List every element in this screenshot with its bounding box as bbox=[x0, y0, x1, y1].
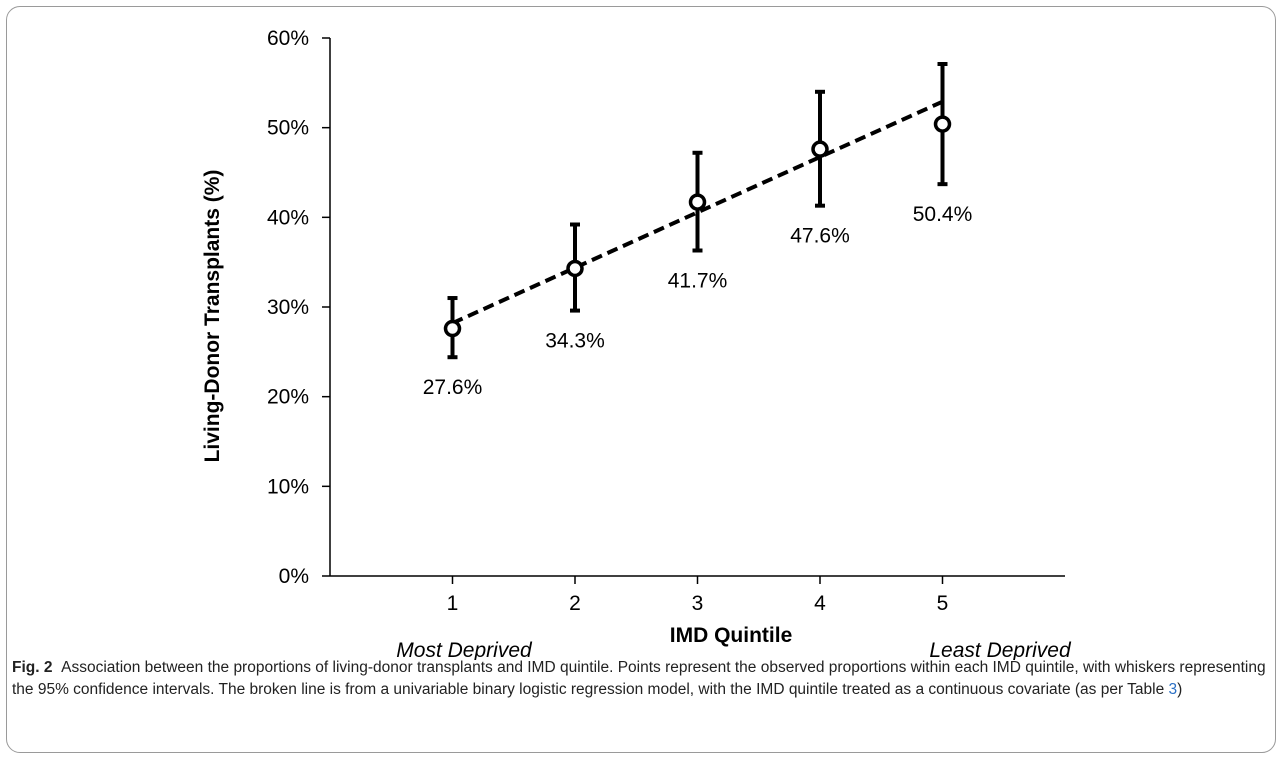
data-label: 41.7% bbox=[668, 270, 728, 293]
x-tick-label: 1 bbox=[447, 592, 459, 615]
y-axis-title: Living-Donor Transplants (%) bbox=[201, 170, 224, 463]
most-deprived-annotation: Most Deprived bbox=[396, 639, 533, 660]
figure-label: Fig. 2 bbox=[12, 659, 53, 676]
y-tick-label: 50% bbox=[267, 117, 309, 140]
y-tick-label: 30% bbox=[267, 296, 309, 319]
y-tick-label: 0% bbox=[279, 565, 309, 588]
y-tick-label: 10% bbox=[267, 475, 309, 498]
axes bbox=[329, 38, 1065, 577]
data-point bbox=[811, 140, 829, 158]
data-point bbox=[566, 259, 584, 278]
y-tick-label: 40% bbox=[267, 206, 309, 229]
data-label: 50.4% bbox=[913, 203, 973, 226]
least-deprived-annotation: Least Deprived bbox=[929, 639, 1072, 660]
caption-text: Association between the proportions of l… bbox=[12, 659, 1266, 698]
x-tick-label: 5 bbox=[937, 592, 949, 615]
y-tick-label: 60% bbox=[267, 27, 309, 50]
x-tick-label: 3 bbox=[692, 592, 704, 615]
data-label: 34.3% bbox=[545, 330, 605, 353]
data-point bbox=[688, 193, 707, 211]
figure-frame bbox=[6, 6, 1276, 753]
regression-fit-line bbox=[451, 99, 944, 325]
data-point bbox=[443, 319, 462, 338]
figure-caption: Fig. 2 Association between the proportio… bbox=[12, 657, 1268, 701]
x-axis-title: IMD Quintile bbox=[670, 624, 793, 647]
caption-text-end: ) bbox=[1177, 681, 1183, 698]
chart: 0% 10% 20% 30% 40% 50% 60% 1 2 3 4 5 27.6% 34.3% 41.… bbox=[201, 27, 1072, 660]
data-point bbox=[933, 115, 952, 133]
table-reference-link[interactable]: 3 bbox=[1168, 681, 1178, 698]
x-tick-label: 4 bbox=[814, 592, 826, 615]
data-label: 27.6% bbox=[423, 376, 483, 399]
y-tick-label: 20% bbox=[267, 386, 309, 409]
x-tick-label: 2 bbox=[569, 592, 581, 615]
data-label: 47.6% bbox=[790, 225, 850, 248]
